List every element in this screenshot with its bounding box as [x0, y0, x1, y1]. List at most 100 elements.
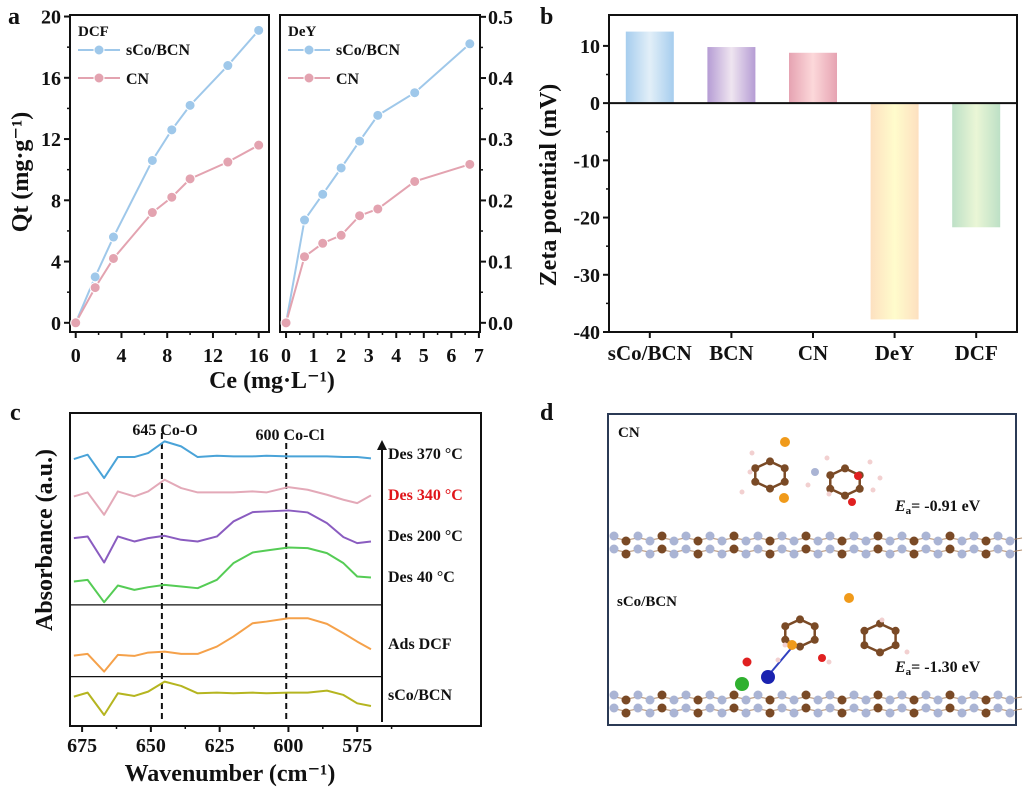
hydrogen-atom [904, 649, 910, 655]
bcn-layer-carbon-atom [981, 695, 991, 705]
cn-layer-nitrogen-atom [633, 531, 643, 541]
a-right-data-point [299, 251, 311, 263]
a-right-y-tick-label: 0.2 [488, 190, 513, 212]
hydrogen-atom [877, 475, 883, 481]
a-right-data-point [409, 87, 421, 99]
a-left-data-point [146, 207, 158, 219]
a-left-y-tick-label: 12 [41, 129, 61, 151]
bcn-layer-nitrogen-atom [849, 690, 859, 700]
dcf-ring-carbon-atom [781, 622, 790, 631]
a-right-data-point [464, 158, 476, 170]
dcf-ring-carbon-atom [751, 464, 760, 473]
d-molecular-models [609, 437, 1023, 718]
bar-cn [789, 52, 837, 104]
bcn-layer-nitrogen-atom [813, 708, 823, 718]
cobalt-atom [761, 670, 775, 684]
c-spectrum-1 [73, 478, 372, 516]
bcn-layer-nitrogen-atom [789, 695, 799, 705]
bcn-layer-nitrogen-atom [681, 703, 691, 713]
cn-layer-nitrogen-atom [609, 531, 619, 541]
cn-layer-carbon-atom [945, 544, 955, 554]
bcn-layer-nitrogen-atom [885, 708, 895, 718]
bcn-layer-nitrogen-atom [777, 690, 787, 700]
bcn-layer-nitrogen-atom [669, 695, 679, 705]
bcn-layer-carbon-atom [945, 690, 955, 700]
cn-layer-nitrogen-atom [1005, 549, 1015, 559]
b-y-tick-label: -30 [573, 265, 600, 287]
hydrogen-atom [824, 455, 830, 461]
a-right-data-point [409, 175, 421, 187]
cn-layer-nitrogen-atom [705, 531, 715, 541]
c-x-tick-label: 575 [342, 735, 372, 757]
a-left-data-point [89, 282, 101, 294]
b-y-tick-label: 10 [580, 36, 600, 58]
a-left-x-tick-label: 12 [203, 345, 223, 367]
a-left-data-point [184, 99, 196, 111]
a-right-legend-marker [303, 72, 315, 84]
c-plot-frame [69, 412, 482, 727]
c-spectrum-0 [73, 440, 372, 480]
bcn-layer-nitrogen-atom [681, 690, 691, 700]
bcn-layer-nitrogen-atom [645, 708, 655, 718]
dcf-ring-carbon-atom [766, 457, 774, 466]
cn-layer-nitrogen-atom [921, 531, 931, 541]
cn-layer-carbon-atom [981, 549, 991, 559]
cn-layer-nitrogen-atom [681, 544, 691, 554]
dcf-ring-carbon-atom [781, 635, 790, 644]
c-spectrum-label: Des 340 °C [388, 487, 463, 504]
a-right-data-point [354, 135, 366, 147]
a-right-legend-cn: CN [336, 71, 360, 88]
a-right-data-point [317, 237, 329, 249]
cn-layer-carbon-atom [621, 549, 631, 559]
c-x-tick-label: 625 [205, 735, 235, 757]
a-left-data-point [166, 191, 178, 203]
b-plot-frame [608, 14, 1018, 333]
cn-layer-nitrogen-atom [885, 549, 895, 559]
bcn-layer-nitrogen-atom [957, 708, 967, 718]
a-left-data-point [89, 271, 101, 283]
a-right-legend-marker [303, 44, 315, 56]
bcn-layer-nitrogen-atom [645, 695, 655, 705]
cn-layer-nitrogen-atom [789, 549, 799, 559]
cn-layer-nitrogen-atom [717, 536, 727, 546]
cn-layer-nitrogen-atom [861, 549, 871, 559]
bcn-layer-nitrogen-atom [1005, 708, 1015, 718]
cn-layer-nitrogen-atom [897, 531, 907, 541]
cn-layer-nitrogen-atom [993, 544, 1003, 554]
a-right-legend-scobcn: sCo/BCN [336, 42, 400, 59]
a-right-data-point [335, 162, 347, 174]
cn-layer-nitrogen-atom [753, 531, 763, 541]
a-right-x-tick-label: 7 [474, 345, 484, 367]
cn-layer-nitrogen-atom [969, 544, 979, 554]
c-x-axis-label: Wavenumber (cm⁻¹) [125, 761, 336, 787]
a-right-data-point [372, 203, 384, 215]
bcn-layer-nitrogen-atom [717, 695, 727, 705]
cn-layer-nitrogen-atom [957, 549, 967, 559]
bcn-layer-nitrogen-atom [705, 690, 715, 700]
a-left-inset-title: DCF [78, 24, 109, 40]
a-left-x-tick-label: 8 [162, 345, 172, 367]
a-left-data-point [146, 154, 158, 166]
bcn-layer-nitrogen-atom [633, 703, 643, 713]
cn-layer-carbon-atom [873, 531, 883, 541]
bar-bcn [707, 47, 756, 104]
cn-layer-nitrogen-atom [933, 549, 943, 559]
bcn-layer-nitrogen-atom [897, 703, 907, 713]
b-y-tick-label: -40 [573, 322, 600, 344]
panel-label-d: d [540, 400, 554, 426]
cn-layer-nitrogen-atom [705, 544, 715, 554]
dcf-ring-carbon-atom [891, 641, 900, 650]
oxygen-atom [854, 472, 862, 480]
a-right-y-tick-label: 0.5 [488, 7, 513, 29]
a-left-data-point [222, 156, 234, 168]
a-left-series-line-0 [74, 29, 260, 324]
cn-layer-nitrogen-atom [969, 531, 979, 541]
bcn-layer-carbon-atom [801, 703, 811, 713]
dcf-ring-carbon-atom [826, 471, 835, 480]
a-left-data-point [253, 139, 265, 151]
a-right-data-point [354, 210, 366, 222]
bcn-layer-nitrogen-atom [849, 703, 859, 713]
dcf-ring-carbon-atom [796, 642, 804, 651]
oxygen-atom [848, 498, 856, 506]
